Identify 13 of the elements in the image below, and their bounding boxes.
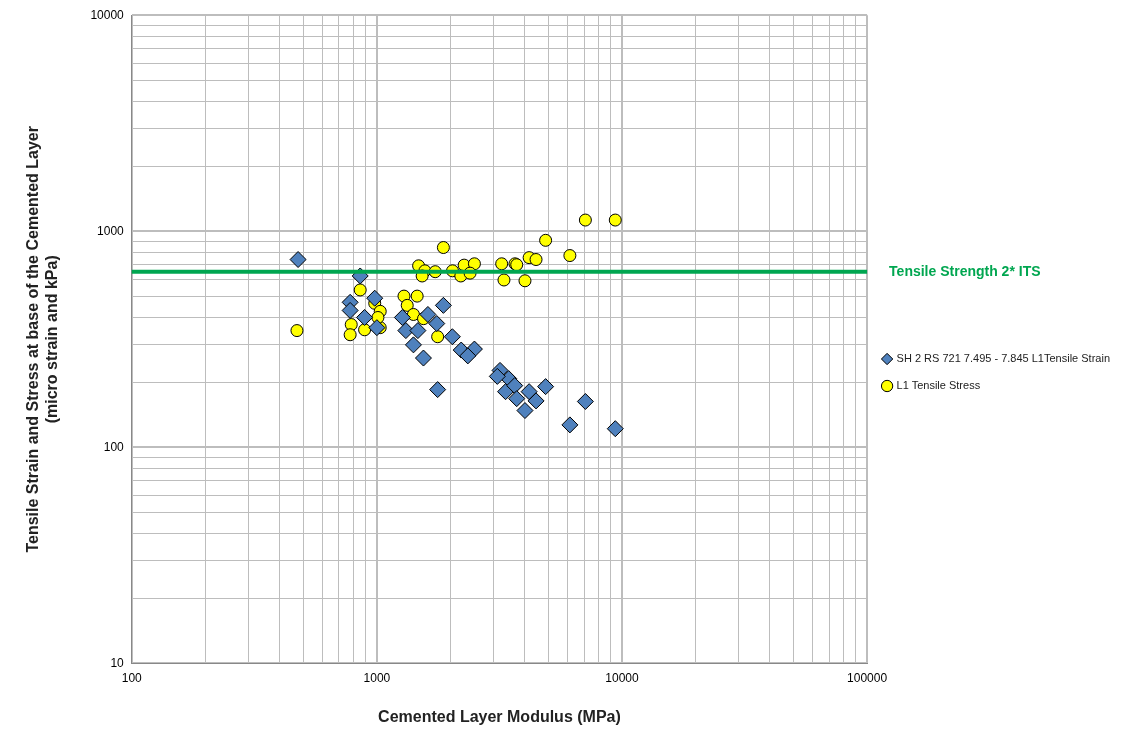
y-tick-label: 10: [110, 655, 125, 670]
ref-line-label: Tensile Strength 2* ITS: [889, 262, 1041, 279]
y-axis-title: Tensile Strain and Stress at base of the Cemented Layer (micro strain and kPa): [24, 126, 61, 553]
y-tick-label: 100: [103, 439, 125, 454]
x-tick-label: 100000: [847, 670, 888, 685]
y-tick-label: 1000: [97, 223, 125, 238]
y-tick-label: 10000: [90, 7, 125, 22]
legend-label: L1 Tensile Stress: [896, 379, 981, 392]
legend-label: SH 2 RS 721 7.495 - 7.845 L1Tensile Strain: [896, 352, 1111, 365]
x-axis-title: Cemented Layer Modulus (MPa): [378, 707, 621, 725]
x-tick-label: 1000: [363, 670, 391, 685]
x-tick-label: 100: [121, 670, 143, 685]
x-tick-label: 10000: [605, 670, 639, 685]
